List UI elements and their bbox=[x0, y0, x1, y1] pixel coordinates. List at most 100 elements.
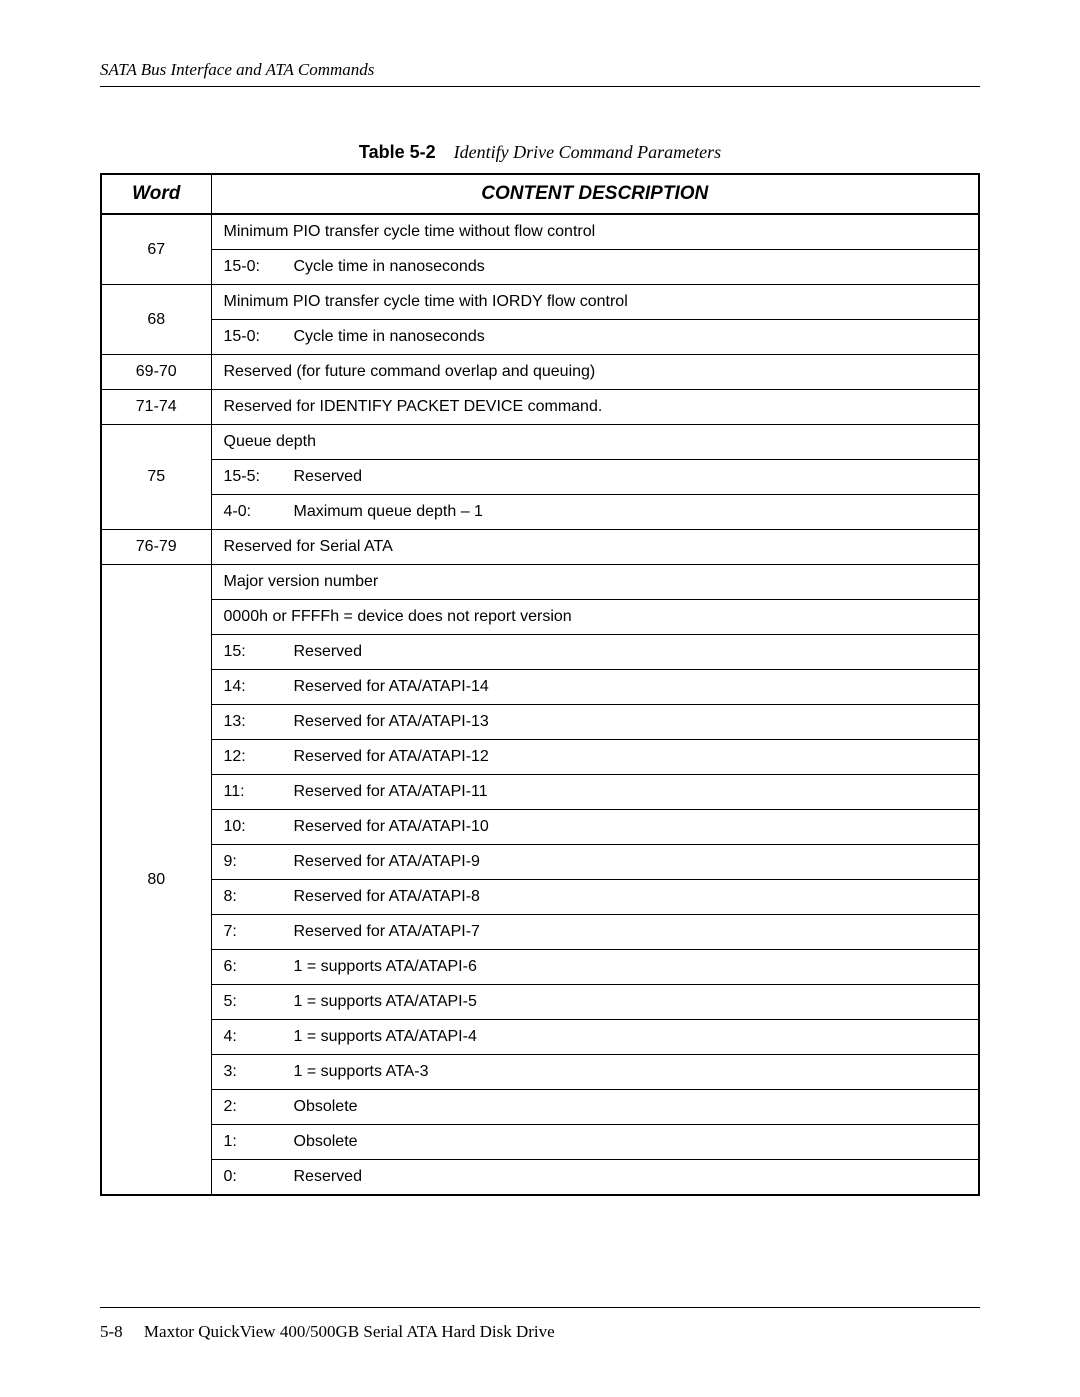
table-row: 4:1 = supports ATA/ATAPI-4 bbox=[101, 1020, 979, 1055]
table-row: 71-74Reserved for IDENTIFY PACKET DEVICE… bbox=[101, 390, 979, 425]
col-header-content: CONTENT DESCRIPTION bbox=[211, 174, 979, 214]
bit-range: 15-0: bbox=[224, 258, 294, 276]
content-cell: 4:1 = supports ATA/ATAPI-4 bbox=[211, 1020, 979, 1055]
table-row: 10:Reserved for ATA/ATAPI-10 bbox=[101, 810, 979, 845]
bit-description: Cycle time in nanoseconds bbox=[294, 258, 967, 276]
table-row: 8:Reserved for ATA/ATAPI-8 bbox=[101, 880, 979, 915]
bit-description: Reserved for ATA/ATAPI-12 bbox=[294, 748, 967, 766]
content-cell: 15-5:Reserved bbox=[211, 460, 979, 495]
bit-description: Reserved for ATA/ATAPI-9 bbox=[294, 853, 967, 871]
doc-title: Maxtor QuickView 400/500GB Serial ATA Ha… bbox=[144, 1322, 555, 1341]
word-cell: 69-70 bbox=[101, 355, 211, 390]
content-cell: 4-0:Maximum queue depth – 1 bbox=[211, 495, 979, 530]
content-cell: 13:Reserved for ATA/ATAPI-13 bbox=[211, 705, 979, 740]
table-row: 3:1 = supports ATA-3 bbox=[101, 1055, 979, 1090]
table-row: 15-0:Cycle time in nanoseconds bbox=[101, 250, 979, 285]
header-rule bbox=[100, 86, 980, 87]
bit-range: 11: bbox=[224, 783, 294, 801]
table-label: Table 5-2 bbox=[359, 142, 436, 162]
bit-range: 8: bbox=[224, 888, 294, 906]
content-cell: Minimum PIO transfer cycle time with IOR… bbox=[211, 285, 979, 320]
content-cell: 15:Reserved bbox=[211, 635, 979, 670]
content-cell: Reserved for IDENTIFY PACKET DEVICE comm… bbox=[211, 390, 979, 425]
running-header: SATA Bus Interface and ATA Commands bbox=[100, 60, 980, 80]
content-cell: Queue depth bbox=[211, 425, 979, 460]
content-cell: 7:Reserved for ATA/ATAPI-7 bbox=[211, 915, 979, 950]
table-row: 14:Reserved for ATA/ATAPI-14 bbox=[101, 670, 979, 705]
bit-range: 4: bbox=[224, 1028, 294, 1046]
word-cell: 75 bbox=[101, 425, 211, 530]
bit-range: 1: bbox=[224, 1133, 294, 1151]
content-cell: 15-0:Cycle time in nanoseconds bbox=[211, 250, 979, 285]
content-cell: 0000h or FFFFh = device does not report … bbox=[211, 600, 979, 635]
bit-range: 2: bbox=[224, 1098, 294, 1116]
bit-description: 1 = supports ATA/ATAPI-4 bbox=[294, 1028, 967, 1046]
page-footer: 5-8 Maxtor QuickView 400/500GB Serial AT… bbox=[100, 1307, 980, 1342]
bit-description: Cycle time in nanoseconds bbox=[294, 328, 967, 346]
bit-description: Reserved for ATA/ATAPI-7 bbox=[294, 923, 967, 941]
table-row: 4-0:Maximum queue depth – 1 bbox=[101, 495, 979, 530]
page-number: 5-8 bbox=[100, 1322, 123, 1341]
content-cell: 0:Reserved bbox=[211, 1160, 979, 1196]
content-cell: Reserved (for future command overlap and… bbox=[211, 355, 979, 390]
content-cell: 11:Reserved for ATA/ATAPI-11 bbox=[211, 775, 979, 810]
footer-text: 5-8 Maxtor QuickView 400/500GB Serial AT… bbox=[100, 1322, 980, 1342]
table-row: 6:1 = supports ATA/ATAPI-6 bbox=[101, 950, 979, 985]
word-cell: 67 bbox=[101, 214, 211, 285]
table-row: 12:Reserved for ATA/ATAPI-12 bbox=[101, 740, 979, 775]
content-cell: 6:1 = supports ATA/ATAPI-6 bbox=[211, 950, 979, 985]
table-row: 76-79Reserved for Serial ATA bbox=[101, 530, 979, 565]
table-title: Identify Drive Command Parameters bbox=[454, 142, 721, 162]
table-row: 13:Reserved for ATA/ATAPI-13 bbox=[101, 705, 979, 740]
table-row: 0:Reserved bbox=[101, 1160, 979, 1196]
content-cell: 9:Reserved for ATA/ATAPI-9 bbox=[211, 845, 979, 880]
bit-description: Reserved bbox=[294, 1168, 967, 1186]
table-row: 68Minimum PIO transfer cycle time with I… bbox=[101, 285, 979, 320]
content-cell: 8:Reserved for ATA/ATAPI-8 bbox=[211, 880, 979, 915]
bit-description: 1 = supports ATA/ATAPI-6 bbox=[294, 958, 967, 976]
table-row: 9:Reserved for ATA/ATAPI-9 bbox=[101, 845, 979, 880]
bit-description: Obsolete bbox=[294, 1133, 967, 1151]
bit-description: Reserved for ATA/ATAPI-8 bbox=[294, 888, 967, 906]
table-row: 0000h or FFFFh = device does not report … bbox=[101, 600, 979, 635]
word-cell: 76-79 bbox=[101, 530, 211, 565]
table-body: 67Minimum PIO transfer cycle time withou… bbox=[101, 214, 979, 1195]
page: SATA Bus Interface and ATA Commands Tabl… bbox=[0, 0, 1080, 1397]
content-cell: Major version number bbox=[211, 565, 979, 600]
bit-range: 15-5: bbox=[224, 468, 294, 486]
table-row: 11:Reserved for ATA/ATAPI-11 bbox=[101, 775, 979, 810]
col-header-word: Word bbox=[101, 174, 211, 214]
table-row: 5:1 = supports ATA/ATAPI-5 bbox=[101, 985, 979, 1020]
table-row: 2:Obsolete bbox=[101, 1090, 979, 1125]
table-row: 1:Obsolete bbox=[101, 1125, 979, 1160]
table-row: 15-5:Reserved bbox=[101, 460, 979, 495]
content-cell: 2:Obsolete bbox=[211, 1090, 979, 1125]
word-cell: 68 bbox=[101, 285, 211, 355]
content-cell: 3:1 = supports ATA-3 bbox=[211, 1055, 979, 1090]
bit-range: 10: bbox=[224, 818, 294, 836]
bit-description: Maximum queue depth – 1 bbox=[294, 503, 967, 521]
bit-description: Reserved for ATA/ATAPI-13 bbox=[294, 713, 967, 731]
content-cell: 10:Reserved for ATA/ATAPI-10 bbox=[211, 810, 979, 845]
bit-range: 15-0: bbox=[224, 328, 294, 346]
content-cell: Minimum PIO transfer cycle time without … bbox=[211, 214, 979, 250]
table-row: 7:Reserved for ATA/ATAPI-7 bbox=[101, 915, 979, 950]
bit-range: 7: bbox=[224, 923, 294, 941]
bit-description: Reserved bbox=[294, 468, 967, 486]
content-cell: 12:Reserved for ATA/ATAPI-12 bbox=[211, 740, 979, 775]
bit-range: 5: bbox=[224, 993, 294, 1011]
table-row: 69-70Reserved (for future command overla… bbox=[101, 355, 979, 390]
bit-range: 15: bbox=[224, 643, 294, 661]
bit-range: 13: bbox=[224, 713, 294, 731]
content-cell: 5:1 = supports ATA/ATAPI-5 bbox=[211, 985, 979, 1020]
bit-description: 1 = supports ATA-3 bbox=[294, 1063, 967, 1081]
bit-range: 12: bbox=[224, 748, 294, 766]
table-row: 80Major version number bbox=[101, 565, 979, 600]
content-cell: 14:Reserved for ATA/ATAPI-14 bbox=[211, 670, 979, 705]
table-row: 15-0:Cycle time in nanoseconds bbox=[101, 320, 979, 355]
word-cell: 71-74 bbox=[101, 390, 211, 425]
bit-description: Obsolete bbox=[294, 1098, 967, 1116]
word-cell: 80 bbox=[101, 565, 211, 1196]
bit-description: Reserved for ATA/ATAPI-14 bbox=[294, 678, 967, 696]
bit-range: 4-0: bbox=[224, 503, 294, 521]
